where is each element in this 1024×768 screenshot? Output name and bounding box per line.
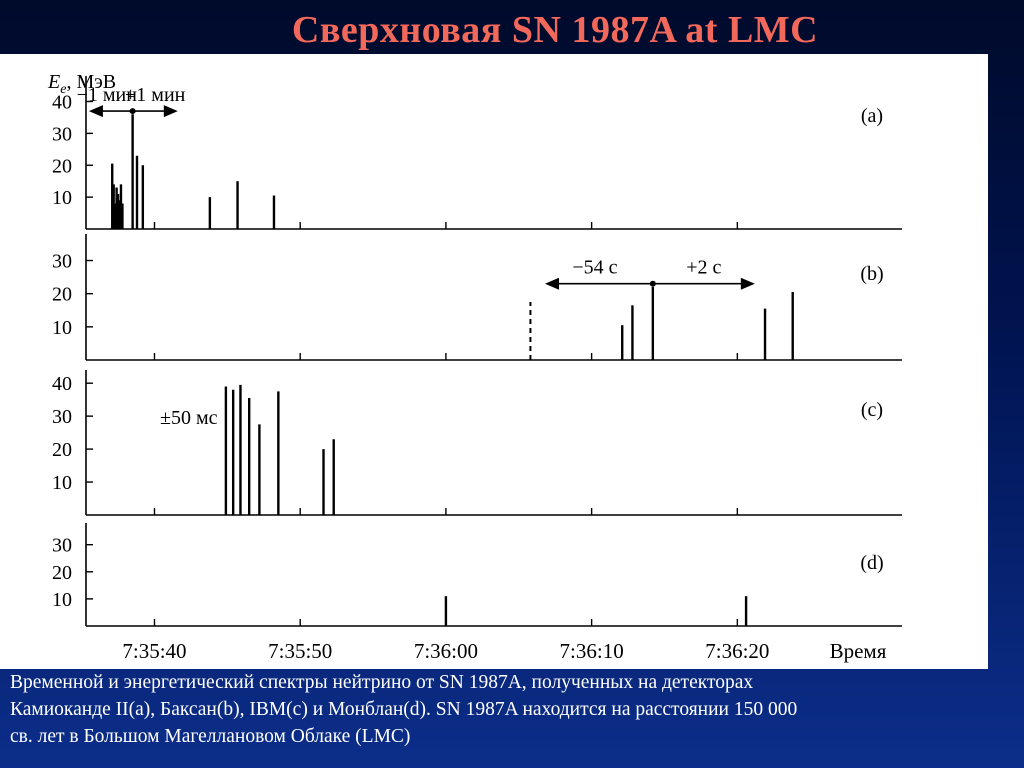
y-tick-label-a: 30: [52, 123, 72, 145]
y-tick-label-c: 10: [52, 472, 72, 494]
interval-center-dot-a: [129, 108, 136, 115]
interval-right-label-b: +2 с: [686, 257, 721, 279]
x-tick-label: 7:36:00: [414, 639, 478, 663]
x-tick-label: 7:36:20: [705, 639, 769, 663]
caption-line-3: св. лет в Большом Магеллановом Облаке (L…: [10, 726, 411, 747]
interval-left-label-b: −54 с: [572, 257, 617, 279]
interval-center-dot-b: [649, 280, 656, 287]
neutrino-chart-figure: 10 20 30 40 (a) −1 мин +1 мин 10 20 30 (b) −54 с +2 …: [0, 54, 988, 669]
y-tick-label-b: 30: [52, 251, 72, 273]
y-tick-label-d: 30: [52, 535, 72, 557]
x-tick-label: 7:36:10: [560, 639, 624, 663]
slide-caption: Временной и энергетический спектры нейтр…: [10, 669, 1015, 750]
caption-line-1: Временной и энергетический спектры нейтр…: [10, 672, 754, 693]
y-tick-label-d: 20: [52, 562, 72, 584]
y-tick-label-c: 20: [52, 439, 72, 461]
x-axis-label: Время: [830, 639, 887, 663]
y-tick-label-b: 20: [52, 284, 72, 306]
text-layer: 10 20 30 40 (a) −1 мин+1 мин 10 20 30 (b) −54 с +2 …: [47, 71, 887, 663]
arrowhead-right-b: [740, 277, 755, 290]
y-tick-label-d: 10: [52, 589, 72, 611]
interval-right-label-a: +1 мин: [125, 84, 186, 106]
panel-label-a: (a): [861, 105, 883, 127]
axes-layer: [85, 76, 902, 627]
y-tick-label-b: 10: [52, 317, 72, 339]
annotation-c: ±50 мс: [160, 407, 218, 429]
x-tick-label: 7:35:40: [122, 639, 186, 663]
marks-layer: [88, 105, 794, 626]
y-tick-label-c: 40: [52, 373, 72, 395]
arrowhead-right-a: [163, 105, 178, 118]
interval-left-label-a: −1 мин: [77, 84, 138, 106]
y-tick-label-a: 40: [52, 92, 72, 114]
arrowhead-left-a: [88, 105, 103, 118]
caption-line-2: Камиоканде II(a), Баксан(b), IBM(c) и Мо…: [10, 699, 798, 720]
panel-label-d: (d): [860, 552, 883, 574]
x-tick-label: 7:35:50: [268, 639, 332, 663]
y-axis-label: Ee, МэВ: [47, 71, 116, 97]
panel-label-c: (c): [861, 399, 883, 421]
slide-title: Сверхновая SN 1987A at LMC: [291, 9, 819, 51]
y-tick-label-c: 30: [52, 406, 72, 428]
neutrino-chart-svg: 10 20 30 40 (a) −1 мин+1 мин 10 20 30 (b) −54 с +2 …: [47, 71, 902, 663]
y-tick-label-a: 20: [52, 155, 72, 177]
arrowhead-left-b: [545, 277, 559, 290]
panel-label-b: (b): [860, 263, 883, 285]
y-tick-label-a: 10: [52, 187, 72, 209]
